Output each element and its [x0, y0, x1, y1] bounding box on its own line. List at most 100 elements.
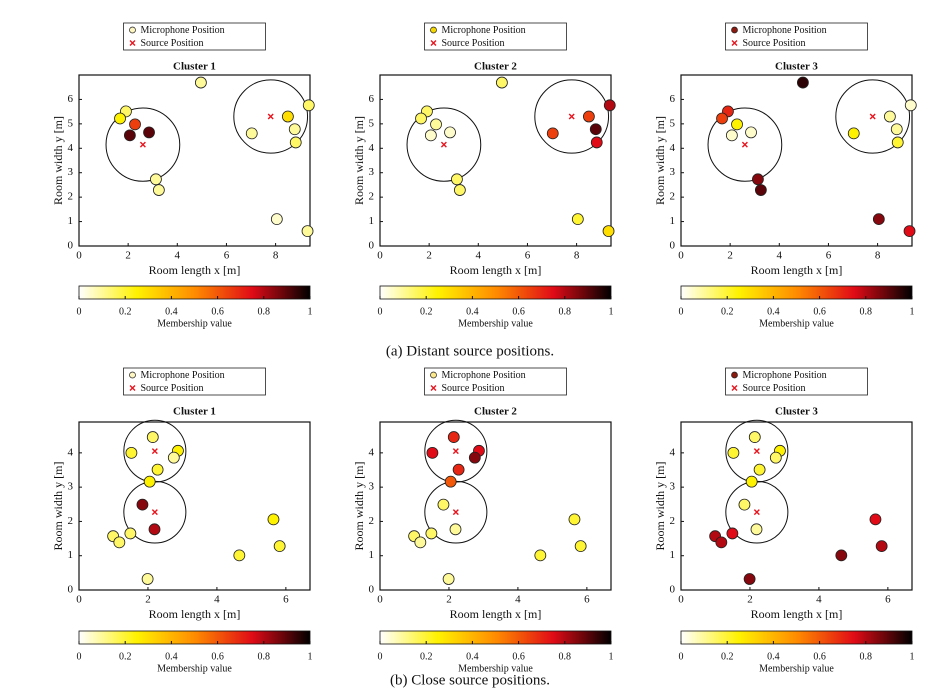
microphone — [748, 431, 761, 443]
chart-title: Cluster 3 — [775, 61, 818, 73]
x-tick-label: 6 — [525, 250, 531, 262]
colorbar-label: Membership value — [157, 663, 232, 674]
colorbar-tick-label: 0.6 — [512, 306, 525, 317]
microphone — [414, 536, 427, 549]
colorbar-tick-label: 0.6 — [512, 651, 525, 662]
legend-box — [123, 367, 266, 396]
colorbar-tick-label: 0.8 — [860, 306, 873, 317]
y-tick-label: 1 — [369, 215, 375, 227]
microphone — [424, 129, 437, 142]
colorbar-label: Membership value — [458, 663, 533, 674]
colorbar-label: Membership value — [458, 318, 533, 329]
colorbar-tick-label: 0.8 — [860, 651, 873, 662]
y-tick-label: 3 — [369, 166, 375, 178]
colorbar — [78, 630, 311, 645]
source — [452, 509, 459, 516]
source — [151, 448, 158, 455]
y-tick-label: 4 — [68, 142, 74, 154]
y-axis-label: Room width y [m] — [352, 461, 366, 550]
y-tick-label: 1 — [670, 215, 676, 227]
y-tick-label: 0 — [68, 240, 74, 252]
colorbar-tick-label: 0.6 — [813, 306, 826, 317]
y-axis-label: Room width y [m] — [653, 461, 667, 550]
microphone — [449, 523, 462, 536]
microphone — [125, 446, 138, 459]
microphone — [869, 513, 882, 526]
legend-label: Microphone Position — [442, 25, 526, 36]
microphone — [148, 523, 161, 536]
source — [869, 113, 876, 120]
y-tick-label: 4 — [68, 446, 74, 458]
legend-label: Source Position — [743, 38, 806, 49]
y-axis-label: Room width y [m] — [51, 116, 65, 205]
x-tick-label: 6 — [224, 250, 230, 262]
x-tick-label: 2 — [426, 250, 432, 262]
legend-marker — [731, 371, 738, 379]
chart-title: Cluster 2 — [474, 61, 517, 73]
legend-label: Source Position — [141, 38, 204, 49]
legend-marker — [430, 385, 437, 391]
y-tick-label: 1 — [68, 215, 74, 227]
y-tick-label: 3 — [369, 481, 375, 493]
legend-marker — [430, 371, 437, 379]
microphone — [425, 527, 438, 540]
legend-label: Source Position — [743, 383, 806, 394]
microphone — [568, 513, 581, 526]
microphone — [769, 451, 782, 464]
microphone — [891, 136, 904, 149]
x-tick-label: 4 — [816, 594, 822, 606]
colorbar-tick-label: 0.8 — [258, 306, 271, 317]
microphone — [129, 118, 141, 131]
source — [753, 509, 760, 516]
x-tick-label: 6 — [885, 594, 891, 606]
y-tick-label: 0 — [369, 584, 375, 596]
x-tick-label: 8 — [273, 250, 279, 262]
legend-label: Microphone Position — [141, 25, 225, 36]
x-axis-label: Room length x [m] — [450, 607, 542, 621]
source — [741, 141, 748, 148]
y-axis-label: Room width y [m] — [352, 116, 366, 205]
legend-marker — [430, 26, 437, 34]
microphone — [738, 498, 751, 511]
chart-title: Cluster 3 — [775, 406, 818, 418]
microphone — [281, 110, 294, 123]
colorbar-tick-label: 0.2 — [420, 306, 433, 317]
x-tick-label: 6 — [826, 250, 832, 262]
colorbar-tick-label: 0.8 — [559, 651, 572, 662]
colorbar-tick-label: 1 — [910, 651, 915, 662]
y-tick-label: 4 — [670, 446, 676, 458]
legend-box — [725, 367, 868, 396]
source-circle — [105, 107, 181, 182]
chart-title: Cluster 1 — [173, 61, 216, 73]
colorbar-tick-label: 1 — [609, 651, 614, 662]
microphone — [289, 136, 302, 149]
legend-marker — [129, 26, 136, 34]
source — [267, 113, 274, 120]
y-tick-label: 4 — [670, 142, 676, 154]
microphone — [430, 118, 442, 131]
source — [151, 509, 158, 516]
colorbar-tick-label: 0.2 — [119, 306, 132, 317]
y-axis-label: Room width y [m] — [51, 461, 65, 550]
microphone — [726, 527, 739, 540]
legend-label: Source Position — [442, 38, 505, 49]
x-tick-label: 2 — [747, 594, 753, 606]
y-tick-label: 2 — [68, 191, 74, 203]
x-tick-label: 2 — [446, 594, 452, 606]
microphone — [847, 127, 860, 140]
y-tick-label: 1 — [68, 549, 74, 561]
microphone — [904, 99, 917, 112]
colorbar — [379, 630, 612, 645]
legend-label: Microphone Position — [442, 370, 526, 381]
x-tick-label: 4 — [476, 250, 482, 262]
source-circle — [707, 107, 783, 182]
microphone — [442, 573, 455, 585]
microphone — [752, 173, 764, 186]
x-axis-label: Room length x [m] — [149, 263, 241, 277]
microphone — [123, 129, 136, 142]
colorbar-tick-label: 0.2 — [420, 651, 433, 662]
microphone — [890, 123, 903, 136]
y-tick-label: 3 — [670, 481, 676, 493]
chart-title: Cluster 1 — [173, 406, 216, 418]
colorbar-tick-label: 0.4 — [466, 306, 479, 317]
